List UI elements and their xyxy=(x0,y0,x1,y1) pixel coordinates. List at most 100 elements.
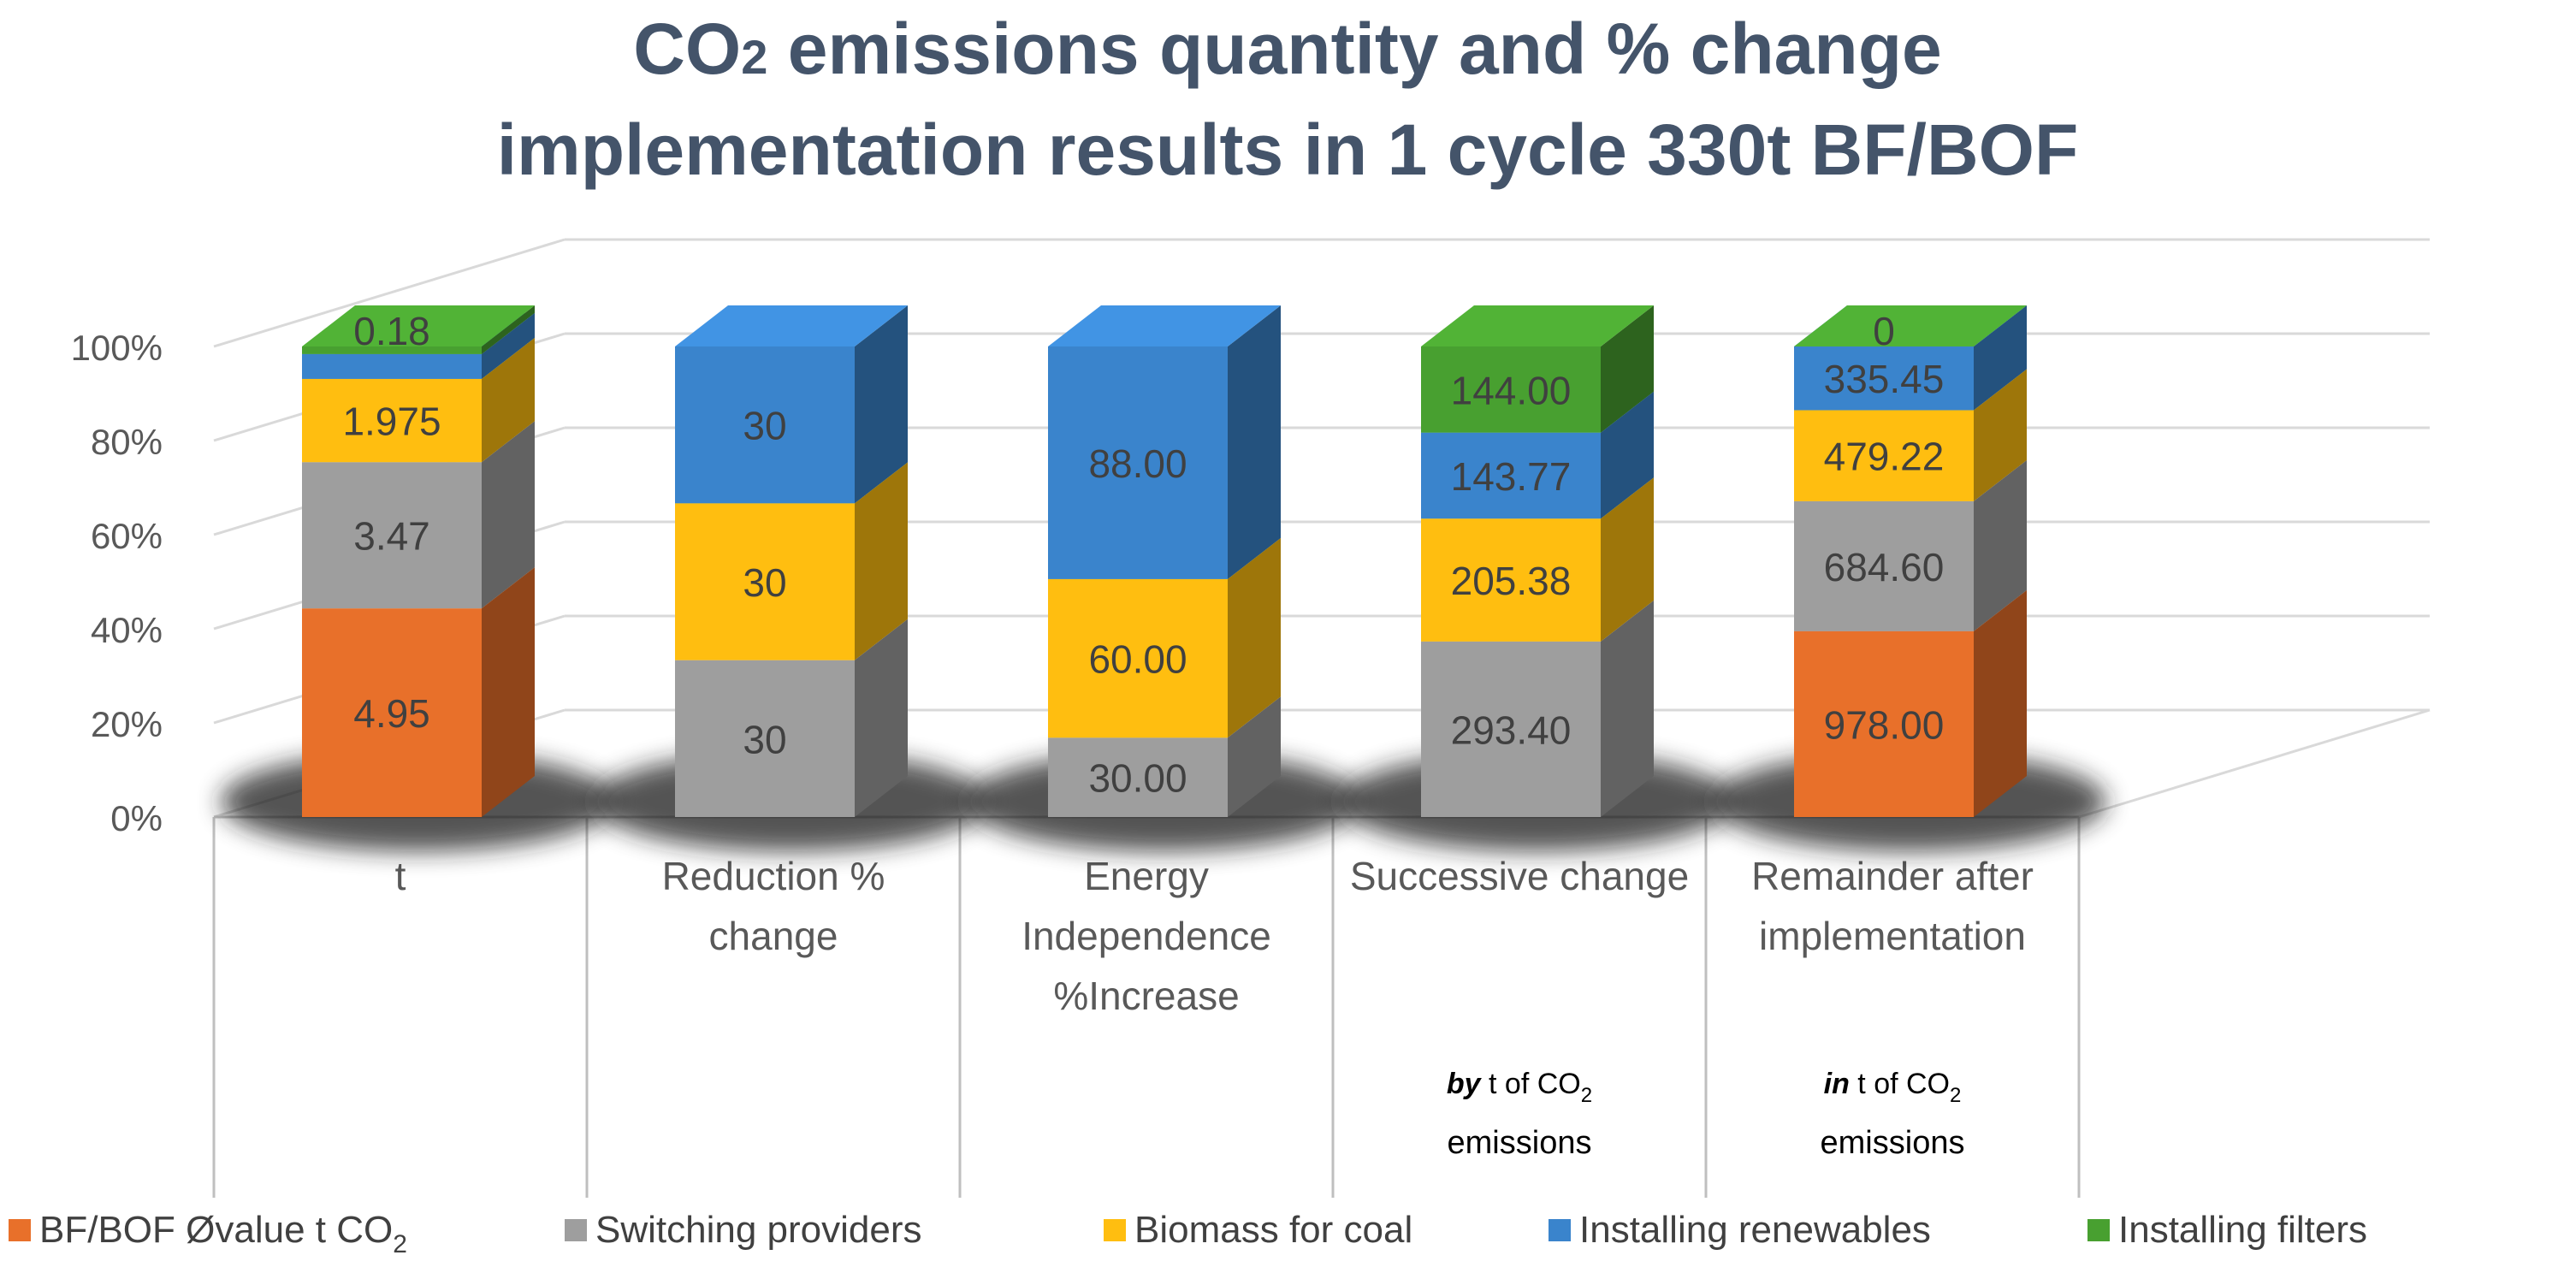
bar-segment-front xyxy=(1794,346,1974,411)
category-label: Energy xyxy=(1084,854,1209,898)
gridline-depth xyxy=(213,238,566,348)
bar-segment-side xyxy=(1228,696,1281,817)
category-note-sub: 2 xyxy=(1581,1084,1592,1107)
category-table: t Reduction % change Energy Independence %Inc… xyxy=(212,815,2081,1198)
legend-item: BF/BOF Øvalue t CO2 xyxy=(9,1209,407,1258)
bar-segment-side xyxy=(1228,537,1281,738)
bars: 4.953.471.9750.590.1830303030.0060.0088.… xyxy=(302,305,2027,817)
category-note-post: t of CO xyxy=(1489,1068,1581,1100)
bar-segment-side xyxy=(855,619,908,817)
category-note-sub: 2 xyxy=(1950,1084,1961,1107)
bar-segment-top xyxy=(302,305,535,346)
legend-item: Installing renewables xyxy=(1549,1209,1931,1251)
y-tick-label: 60% xyxy=(91,516,163,556)
data-label: 4.95 xyxy=(353,691,430,736)
y-tick-label: 100% xyxy=(71,328,163,368)
bar-segment-front xyxy=(302,346,482,354)
bar-segment-front xyxy=(1421,432,1601,519)
y-axis: 0% 20% 40% 60% 80% 100% xyxy=(71,328,163,838)
data-label: 0 xyxy=(1873,309,1895,353)
y-tick-label: 0% xyxy=(110,798,163,838)
bar-segment-front xyxy=(1794,410,1974,501)
data-label: 335.45 xyxy=(1824,357,1945,401)
legend-label: Switching providers xyxy=(595,1209,922,1251)
data-label: 293.40 xyxy=(1451,708,1572,752)
legend-item: Switching providers xyxy=(565,1209,922,1251)
bar-segment-top xyxy=(1421,305,1654,346)
bar-segment: 30 xyxy=(675,305,908,504)
legend-label-text: BF/BOF Øvalue t CO xyxy=(39,1209,393,1251)
bar-segment: 684.60 xyxy=(1794,459,2027,631)
legend-item: Installing filters xyxy=(2087,1209,2367,1251)
bar-segment: 88.00 xyxy=(1048,305,1281,579)
bar-segment: 144.00 xyxy=(1421,305,1654,433)
bar-segment-front xyxy=(675,503,855,660)
bar-segment-side xyxy=(1601,477,1654,642)
bar-segment-front xyxy=(302,353,482,379)
category-note-line2: emissions xyxy=(1821,1125,1965,1161)
bar-segment-front xyxy=(1794,631,1974,817)
legend-swatch xyxy=(9,1219,31,1241)
legend-label: Biomass for coal xyxy=(1134,1209,1412,1251)
bar-segment-side xyxy=(1974,459,2027,631)
bar-segment-side xyxy=(1601,305,1654,433)
chart-title-line2: implementation results in 1 cycle 330t B… xyxy=(497,110,2079,190)
bar-segment-side xyxy=(1228,305,1281,579)
chart-title-post: emissions quantity and % change xyxy=(767,9,1941,89)
bar-segment: 0 xyxy=(1794,305,2027,353)
category-label: Remainder after xyxy=(1751,854,2034,898)
category-note-post: t of CO xyxy=(1857,1068,1950,1100)
category-note: in t of CO2 xyxy=(1824,1068,1962,1107)
legend-label-text: Installing renewables xyxy=(1579,1209,1931,1251)
data-label: 684.60 xyxy=(1824,545,1945,589)
bar-segment-side xyxy=(482,305,535,354)
bar-segment-side xyxy=(482,421,535,609)
bar-segment-front xyxy=(1048,578,1228,738)
category-label: Reduction % xyxy=(662,854,885,898)
data-label: 205.38 xyxy=(1451,559,1572,603)
bar-segment-top xyxy=(675,305,908,346)
legend: BF/BOF Øvalue t CO2 Switching providers Bi… xyxy=(9,1209,2367,1258)
bar-segment-front xyxy=(1794,500,1974,631)
bar-segment-front xyxy=(1421,346,1601,433)
bar-segment: 30 xyxy=(675,619,908,817)
data-label: 1.975 xyxy=(342,400,441,444)
category-label: implementation xyxy=(1759,914,2026,958)
legend-label: BF/BOF Øvalue t CO2 xyxy=(39,1209,407,1258)
category-note-pre: by xyxy=(1447,1068,1489,1100)
floor-edge xyxy=(2078,708,2431,819)
category-label: %Increase xyxy=(1053,974,1239,1018)
bar-segment-side xyxy=(1601,391,1654,519)
bar-segment-front xyxy=(675,660,855,817)
y-tick-label: 80% xyxy=(91,422,163,462)
category-label: Successive change xyxy=(1350,854,1689,898)
bar-segment-side xyxy=(1601,600,1654,817)
legend-swatch xyxy=(1104,1219,1126,1241)
data-label: 30.00 xyxy=(1088,756,1187,801)
y-tick-label: 40% xyxy=(91,610,163,650)
legend-item: Biomass for coal xyxy=(1104,1209,1412,1251)
bar-segment-front xyxy=(1048,737,1228,817)
legend-label: Installing renewables xyxy=(1579,1209,1931,1251)
data-label: 978.00 xyxy=(1824,702,1945,747)
bar-segment: 0.18 xyxy=(302,305,535,354)
category-note-line2: emissions xyxy=(1448,1125,1592,1161)
bar-segment-side xyxy=(855,305,908,504)
category-note-pre: in xyxy=(1824,1068,1858,1100)
bar-segment-front xyxy=(302,378,482,463)
data-label: 30 xyxy=(743,560,786,605)
bar-segment-top xyxy=(1794,305,2027,346)
category-label: Independence xyxy=(1022,914,1271,958)
data-label: 60.00 xyxy=(1088,637,1187,682)
data-label: 0.18 xyxy=(353,309,430,353)
legend-label: Installing filters xyxy=(2118,1209,2367,1251)
bar-segment-front xyxy=(675,346,855,504)
category-label: t xyxy=(395,854,406,898)
bar-segment-side xyxy=(482,337,535,463)
data-label: 30 xyxy=(743,717,786,761)
data-label: 144.00 xyxy=(1451,368,1572,412)
bar-segment-front xyxy=(1421,641,1601,817)
chart-title-pre: CO xyxy=(633,9,741,89)
legend-swatch xyxy=(565,1219,587,1241)
